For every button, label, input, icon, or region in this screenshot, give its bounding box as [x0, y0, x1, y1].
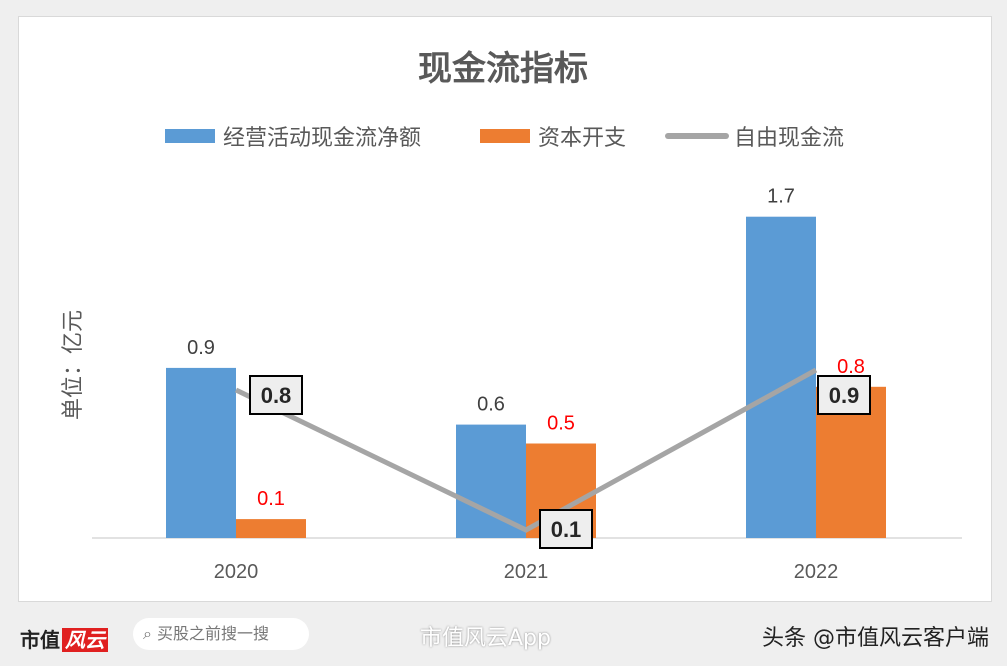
data-label: 0.9 — [187, 337, 215, 359]
data-label: 1.7 — [767, 186, 795, 208]
legend-label: 资本开支 — [538, 125, 626, 150]
bar-operating-cf — [166, 367, 236, 538]
data-label: 0.8 — [261, 383, 292, 408]
data-label: 0.6 — [477, 394, 505, 416]
data-label: 0.1 — [551, 517, 582, 542]
source-label: 头条 @市值风云客户端 — [762, 626, 989, 651]
y-axis-label: 单位：亿元 — [60, 310, 85, 420]
legend-label: 自由现金流 — [734, 125, 844, 150]
bar-operating-cf — [456, 424, 526, 538]
watermark: 市值风云App — [420, 626, 551, 651]
data-label: 0.8 — [837, 356, 865, 378]
data-label-box — [539, 509, 593, 549]
search-input[interactable]: ⌕ 买股之前搜一搜 — [133, 618, 309, 650]
data-label-box — [817, 375, 871, 415]
x-tick-label: 2021 — [504, 561, 549, 583]
legend-swatch — [480, 129, 530, 143]
footer: 市值 风云 ⌕ 买股之前搜一搜 市值风云App 头条 @市值风云客户端 — [0, 604, 1007, 666]
x-tick-label: 2020 — [214, 561, 259, 583]
data-label: 0.9 — [829, 383, 860, 408]
line-free-cf — [234, 367, 818, 533]
data-label-box — [249, 375, 303, 415]
brand-logo: 市值 风云 — [20, 624, 108, 653]
x-tick-label: 2022 — [794, 561, 839, 583]
data-label: 0.5 — [547, 413, 575, 435]
legend-label: 经营活动现金流净额 — [223, 125, 421, 150]
chart-title: 现金流指标 — [418, 49, 588, 88]
bar-capex — [236, 519, 306, 538]
data-label: 0.1 — [257, 488, 285, 510]
legend-swatch — [165, 129, 215, 143]
